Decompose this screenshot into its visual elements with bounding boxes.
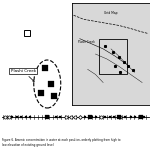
- Text: Grid Map: Grid Map: [104, 11, 118, 15]
- Text: Plashi Creek: Plashi Creek: [11, 69, 36, 82]
- Text: Figure 6. Arsenic concentration in water at each position, orderly plotting from: Figure 6. Arsenic concentration in water…: [2, 138, 120, 147]
- Text: Plashi Creek: Plashi Creek: [78, 40, 94, 44]
- Bar: [99, 39, 127, 74]
